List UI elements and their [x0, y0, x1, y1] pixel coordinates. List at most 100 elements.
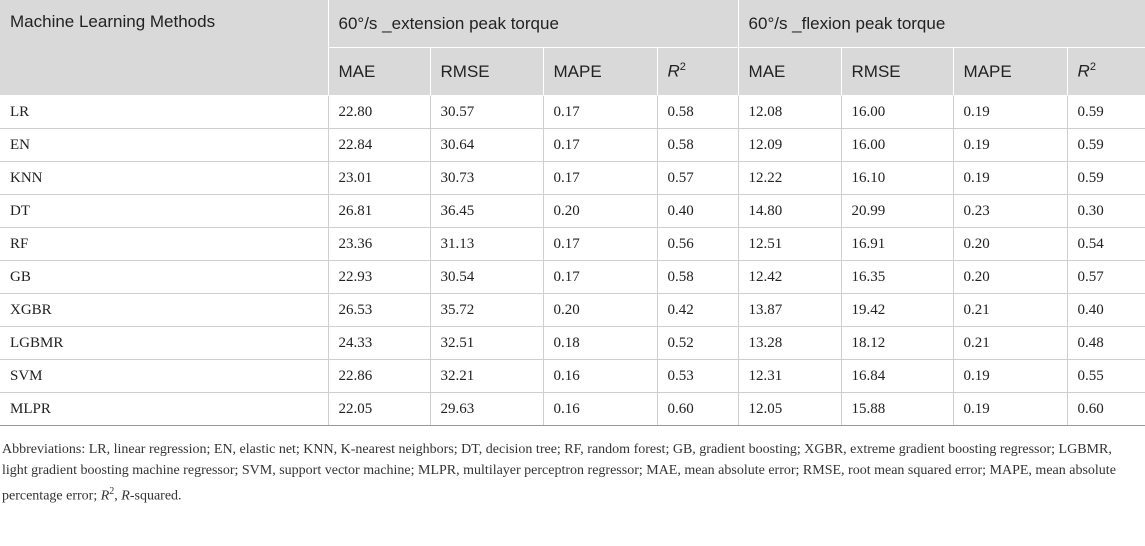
table-row: LR 22.80 30.57 0.17 0.58 12.08 16.00 0.19 0.59	[0, 95, 1145, 129]
value-cell: 13.87	[738, 293, 842, 327]
method-cell: LGBMR	[0, 326, 329, 360]
value-cell: 0.40	[657, 194, 739, 228]
value-cell: 22.80	[328, 95, 431, 129]
value-cell: 0.19	[953, 161, 1068, 195]
value-cell: 23.36	[328, 227, 431, 261]
value-cell: 0.23	[953, 194, 1068, 228]
value-cell: 0.19	[953, 392, 1068, 426]
value-cell: 23.01	[328, 161, 431, 195]
mape-header: MAPE	[953, 47, 1068, 96]
method-cell: GB	[0, 260, 329, 294]
value-cell: 0.19	[953, 128, 1068, 162]
value-cell: 0.17	[543, 95, 658, 129]
method-cell: XGBR	[0, 293, 329, 327]
mae-header: MAE	[738, 47, 842, 96]
value-cell: 30.57	[430, 95, 544, 129]
value-cell: 16.00	[841, 128, 954, 162]
table-row: SVM 22.86 32.21 0.16 0.53 12.31 16.84 0.19 0.55	[0, 359, 1145, 393]
footnote: Abbreviations: LR, linear regression; EN…	[2, 442, 1116, 504]
header-row-groups: Machine Learning Methods 60°/s _extensio…	[0, 0, 1145, 96]
value-cell: 0.53	[657, 359, 739, 393]
value-cell: 12.22	[738, 161, 842, 195]
value-cell: 22.05	[328, 392, 431, 426]
value-cell: 0.48	[1067, 326, 1145, 360]
method-cell: KNN	[0, 161, 329, 195]
value-cell: 0.52	[657, 326, 739, 360]
value-cell: 12.09	[738, 128, 842, 162]
value-cell: 32.51	[430, 326, 544, 360]
value-cell: 0.19	[953, 95, 1068, 129]
value-cell: 31.13	[430, 227, 544, 261]
value-cell: 13.28	[738, 326, 842, 360]
value-cell: 0.20	[953, 227, 1068, 261]
value-cell: 30.73	[430, 161, 544, 195]
table-row: GB 22.93 30.54 0.17 0.58 12.42 16.35 0.20 0.57	[0, 260, 1145, 294]
value-cell: 0.60	[657, 392, 739, 426]
value-cell: 12.51	[738, 227, 842, 261]
value-cell: 16.84	[841, 359, 954, 393]
value-cell: 30.64	[430, 128, 544, 162]
value-cell: 24.33	[328, 326, 431, 360]
value-cell: 0.55	[1067, 359, 1145, 393]
value-cell: 0.16	[543, 359, 658, 393]
value-cell: 0.60	[1067, 392, 1145, 426]
value-cell: 0.21	[953, 326, 1068, 360]
results-table: Machine Learning Methods 60°/s _extensio…	[0, 0, 1145, 426]
table-row: LGBMR 24.33 32.51 0.18 0.52 13.28 18.12 0.21 0.4…	[0, 326, 1145, 360]
value-cell: 22.93	[328, 260, 431, 294]
value-cell: 0.30	[1067, 194, 1145, 228]
value-cell: 14.80	[738, 194, 842, 228]
value-cell: 0.18	[543, 326, 658, 360]
value-cell: 20.99	[841, 194, 954, 228]
value-cell: 15.88	[841, 392, 954, 426]
mape-header: MAPE	[543, 47, 658, 96]
rmse-header: RMSE	[841, 47, 954, 96]
value-cell: 0.59	[1067, 161, 1145, 195]
value-cell: 12.31	[738, 359, 842, 393]
flexion-group-header: 60°/s _flexion peak torque	[738, 0, 1145, 48]
r2-header: R2	[657, 47, 739, 96]
value-cell: 26.81	[328, 194, 431, 228]
value-cell: 12.42	[738, 260, 842, 294]
value-cell: 26.53	[328, 293, 431, 327]
value-cell: 0.20	[543, 293, 658, 327]
value-cell: 0.59	[1067, 128, 1145, 162]
table-row: RF 23.36 31.13 0.17 0.56 12.51 16.91 0.20 0.54	[0, 227, 1145, 261]
table-row: MLPR 22.05 29.63 0.16 0.60 12.05 15.88 0.19 0.60	[0, 392, 1145, 426]
table-row: XGBR 26.53 35.72 0.20 0.42 13.87 19.42 0.21 0.40	[0, 293, 1145, 327]
method-cell: DT	[0, 194, 329, 228]
results-table-container: Machine Learning Methods 60°/s _extensio…	[0, 0, 1145, 504]
method-cell: LR	[0, 95, 329, 129]
value-cell: 0.17	[543, 128, 658, 162]
value-cell: 19.42	[841, 293, 954, 327]
table-row: KNN 23.01 30.73 0.17 0.57 12.22 16.10 0.19 0.59	[0, 161, 1145, 195]
value-cell: 30.54	[430, 260, 544, 294]
method-cell: MLPR	[0, 392, 329, 426]
value-cell: 0.57	[657, 161, 739, 195]
value-cell: 0.58	[657, 128, 739, 162]
value-cell: 0.20	[543, 194, 658, 228]
value-cell: 0.40	[1067, 293, 1145, 327]
table-row: DT 26.81 36.45 0.20 0.40 14.80 20.99 0.23 0.30	[0, 194, 1145, 228]
value-cell: 22.86	[328, 359, 431, 393]
value-cell: 0.20	[953, 260, 1068, 294]
methods-header: Machine Learning Methods	[0, 0, 329, 96]
value-cell: 0.42	[657, 293, 739, 327]
value-cell: 36.45	[430, 194, 544, 228]
r2-header: R2	[1067, 47, 1145, 96]
value-cell: 18.12	[841, 326, 954, 360]
value-cell: 0.21	[953, 293, 1068, 327]
method-cell: SVM	[0, 359, 329, 393]
value-cell: 0.59	[1067, 95, 1145, 129]
value-cell: 0.58	[657, 260, 739, 294]
value-cell: 0.17	[543, 227, 658, 261]
value-cell: 12.05	[738, 392, 842, 426]
rmse-header: RMSE	[430, 47, 544, 96]
value-cell: 16.35	[841, 260, 954, 294]
value-cell: 16.91	[841, 227, 954, 261]
value-cell: 0.58	[657, 95, 739, 129]
value-cell: 0.17	[543, 161, 658, 195]
value-cell: 0.57	[1067, 260, 1145, 294]
value-cell: 22.84	[328, 128, 431, 162]
value-cell: 16.10	[841, 161, 954, 195]
